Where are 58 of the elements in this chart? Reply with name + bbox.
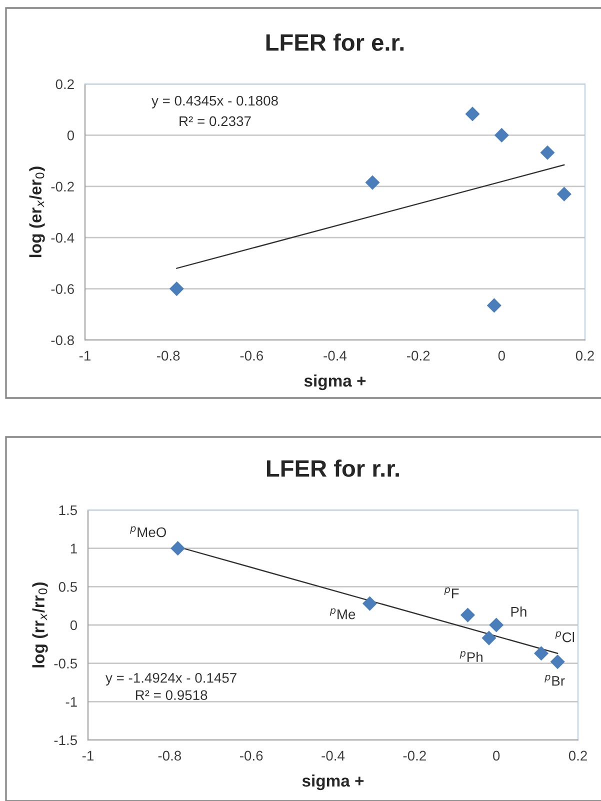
x-tick-label: 0 (493, 750, 500, 761)
annotation: $^{p}$F (444, 587, 459, 598)
point (365, 175, 380, 190)
annotation: Ph (511, 606, 526, 617)
x-tick-label: -0.2 (406, 350, 430, 361)
y-axis-title: log (rr$_{x}$/rr$_{0}$) (32, 582, 48, 668)
point (556, 186, 572, 202)
annotation: R² = 0.9518 (136, 690, 208, 700)
x-tick-label: -0.8 (158, 750, 182, 761)
point (494, 128, 509, 142)
y-tick-label: -1 (66, 697, 77, 707)
x-tick-label: -0.6 (240, 350, 264, 361)
y-tick-label: -0.2 (51, 182, 74, 192)
chart-title: LFER for r.r. (267, 460, 399, 477)
y-tick-label: -1.5 (54, 735, 78, 746)
x-tick-label: 0 (498, 350, 505, 361)
x-tick-label: -0.6 (240, 750, 263, 761)
x-axis-title: sigma + (302, 774, 364, 790)
y-tick-label: -0.8 (51, 335, 74, 346)
point (482, 630, 496, 646)
x-tick-label: -0.2 (403, 750, 426, 761)
point (362, 596, 378, 611)
annotation: $^{p}$Br (544, 674, 565, 686)
y-tick-label: -0.4 (51, 232, 74, 243)
x-tick-label: -0.4 (322, 750, 345, 761)
annotation: R² = 0.2337 (180, 116, 251, 126)
point (550, 654, 565, 670)
chart-title: LFER for e.r. (266, 34, 404, 51)
point (169, 282, 184, 296)
x-tick-label: -1 (79, 350, 90, 360)
point (540, 145, 555, 160)
annotation: $^{p}$Ph (460, 651, 482, 662)
y-tick-label: 1.5 (59, 505, 78, 516)
y-tick-label: 0.5 (58, 582, 78, 592)
y-tick-label: 0 (67, 130, 74, 140)
point (534, 646, 549, 661)
point (489, 618, 504, 632)
x-axis-title: sigma + (304, 374, 366, 390)
y-axis-title: log (er$_{x}$/er$_{0}$) (29, 166, 45, 258)
y-tick-label: -0.5 (54, 658, 78, 669)
y-tick-label: 1 (70, 544, 77, 554)
annotation: $^{p}$Me (330, 608, 356, 620)
annotation: $^{p}$MeO (130, 526, 166, 538)
annotation: y = 0.4345x - 0.1808 (152, 96, 278, 108)
annotation: y = -1.4924x - 0.1457 (106, 672, 236, 686)
point (460, 608, 476, 622)
x-tick-label: -1 (82, 750, 94, 760)
annotation: $^{p}$Cl (555, 631, 574, 642)
point (486, 298, 502, 313)
y-tick-label: 0 (70, 620, 78, 630)
x-tick-label: -0.8 (156, 350, 180, 361)
y-tick-label: 0.2 (56, 79, 74, 90)
x-tick-label: -0.4 (324, 350, 347, 361)
x-tick-label: 0.2 (568, 750, 587, 761)
x-tick-label: 0.2 (576, 350, 594, 361)
point (465, 106, 480, 122)
point (170, 541, 186, 556)
y-tick-label: -0.6 (51, 284, 74, 294)
